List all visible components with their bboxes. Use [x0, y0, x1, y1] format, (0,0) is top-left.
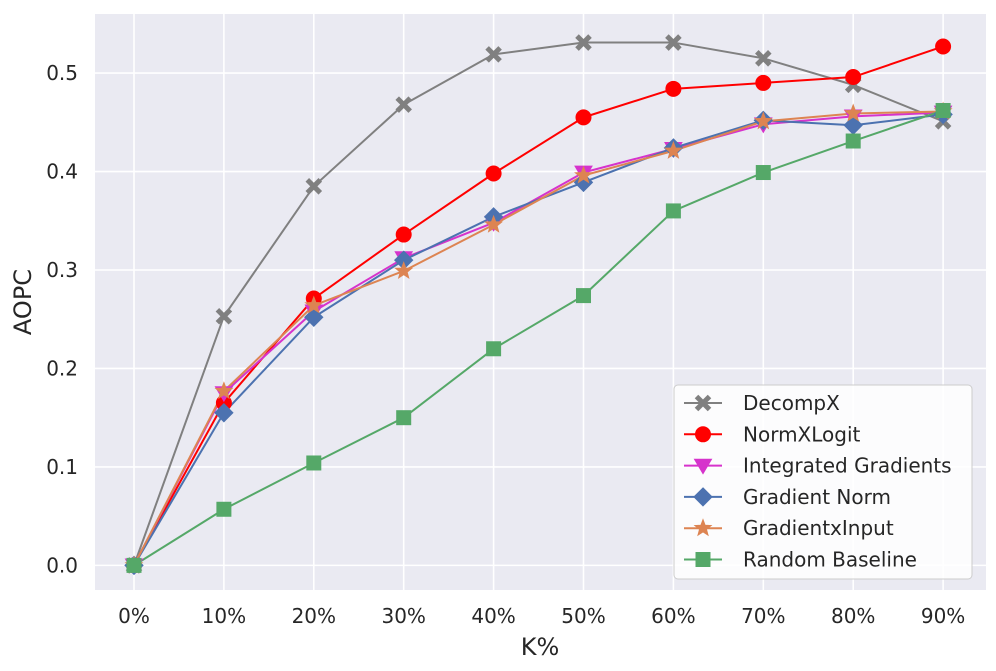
data-point-gradient-norm [573, 172, 594, 193]
data-point-normxlogit [665, 80, 682, 97]
y-tick-label: 0.5 [46, 61, 78, 85]
legend-item-decompx: DecompX [684, 391, 840, 415]
legend: DecompX NormXLogit Integrated Gradients Gra… [673, 384, 973, 580]
legend-marker [694, 394, 712, 412]
data-point-decompx [305, 178, 323, 195]
legend-marker [693, 487, 713, 507]
data-point-gradientxinput [663, 140, 683, 159]
legend-box [673, 384, 973, 580]
data-point-random-baseline [306, 455, 322, 471]
data-point-decompx [485, 46, 502, 63]
data-point-gradient-norm [214, 403, 234, 423]
data-point-decompx [215, 308, 233, 325]
data-point-gradientxinput [304, 295, 324, 314]
series-line-random-baseline [133, 109, 944, 567]
data-point-random-baseline [935, 102, 951, 118]
tick-labels: 0% 10% 20% 30% 40% 50% 60% 70% 80% 90% 0.0 0.1 0.2 0.… [46, 61, 965, 628]
x-tick-label: 20% [292, 604, 336, 628]
x-tick-label: 50% [561, 604, 605, 628]
x-tick-label: 60% [651, 604, 695, 628]
data-point-normxlogit [395, 226, 412, 243]
legend-item-gradient-norm: Gradient Norm [684, 485, 891, 509]
y-tick-label: 0.3 [46, 258, 78, 282]
data-point-normxlogit [935, 38, 952, 55]
data-point-normxlogit [575, 109, 592, 126]
legend-label: NormXLogit [743, 422, 861, 446]
data-point-random-baseline [665, 203, 681, 219]
data-point-random-baseline [126, 557, 142, 573]
data-point-random-baseline [396, 410, 412, 426]
data-point-gradientxinput [484, 214, 504, 233]
series-line-gradientxinput [133, 110, 944, 566]
x-tick-label: 90% [921, 604, 965, 628]
data-point-decompx [395, 96, 412, 113]
data-point-normxlogit [755, 74, 772, 91]
data-markers [124, 34, 953, 576]
series-line-normxlogit [133, 45, 944, 566]
x-tick-label: 70% [741, 604, 785, 628]
x-tick-label: 80% [831, 604, 875, 628]
data-point-decompx [575, 34, 592, 51]
data-point-gradientxinput [574, 165, 593, 184]
y-tick-label: 0.4 [46, 160, 78, 184]
data-point-normxlogit [485, 165, 502, 182]
data-point-decompx [755, 50, 772, 67]
series-lines [133, 41, 944, 567]
data-point-random-baseline [576, 288, 591, 304]
x-tick-label: 10% [202, 604, 246, 628]
data-point-gradientxinput [753, 111, 773, 130]
data-point-random-baseline [845, 133, 861, 149]
legend-item-gradientxinput: GradientxInput [684, 516, 894, 540]
legend-items: DecompX NormXLogit Integrated Gradients Gra… [684, 391, 952, 572]
x-axis-title: K% [521, 633, 560, 661]
legend-marker [695, 552, 711, 567]
data-point-decompx [665, 34, 682, 51]
y-tick-label: 0.2 [46, 356, 78, 380]
legend-label: DecompX [743, 391, 840, 415]
legend-marker [695, 426, 711, 443]
legend-label: Gradient Norm [743, 485, 891, 509]
legend-marker [693, 458, 713, 475]
x-tick-label: 0% [118, 604, 150, 628]
legend-item-random-baseline: Random Baseline [684, 548, 917, 572]
legend-item-normxlogit: NormXLogit [684, 422, 861, 446]
x-tick-label: 30% [381, 604, 425, 628]
series-line-integrated-gradients [133, 111, 944, 566]
legend-item-integrated-gradients: Integrated Gradients [684, 454, 952, 478]
data-point-gradientxinput [394, 261, 414, 280]
x-tick-label: 40% [471, 604, 515, 628]
data-point-random-baseline [755, 165, 771, 181]
data-point-gradientxinput [843, 103, 863, 122]
legend-label: Random Baseline [743, 548, 917, 572]
series-line-decompx [133, 41, 944, 566]
legend-marker [693, 518, 713, 537]
data-point-gradientxinput [214, 381, 234, 400]
data-point-random-baseline [486, 341, 502, 357]
legend-label: GradientxInput [743, 516, 894, 540]
legend-label: Integrated Gradients [743, 454, 952, 478]
data-point-gradient-norm [304, 307, 324, 327]
y-axis-title: AOPC [9, 269, 37, 335]
y-tick-label: 0.0 [46, 553, 78, 577]
y-tick-label: 0.1 [46, 455, 78, 479]
data-point-random-baseline [216, 501, 232, 517]
data-point-normxlogit [845, 69, 862, 86]
